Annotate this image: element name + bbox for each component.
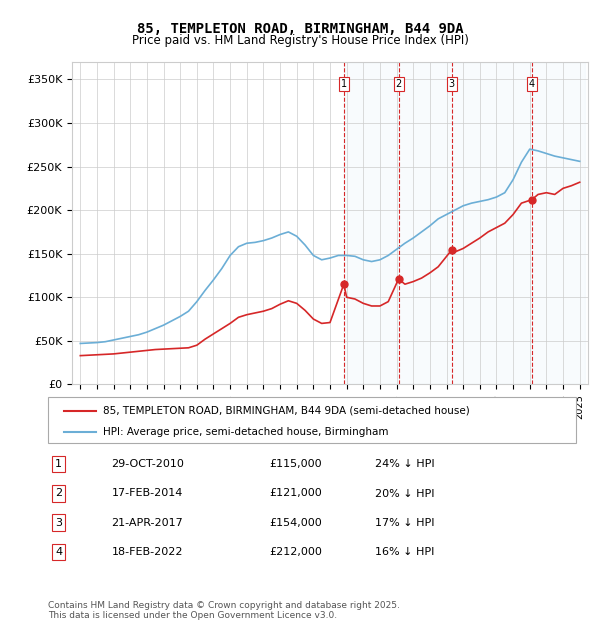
Text: 85, TEMPLETON ROAD, BIRMINGHAM, B44 9DA (semi-detached house): 85, TEMPLETON ROAD, BIRMINGHAM, B44 9DA …	[103, 405, 470, 416]
Text: 3: 3	[55, 518, 62, 528]
Text: Contains HM Land Registry data © Crown copyright and database right 2025.: Contains HM Land Registry data © Crown c…	[48, 601, 400, 611]
Text: 18-FEB-2022: 18-FEB-2022	[112, 547, 183, 557]
Text: 21-APR-2017: 21-APR-2017	[112, 518, 183, 528]
Text: £115,000: £115,000	[270, 459, 322, 469]
Text: Price paid vs. HM Land Registry's House Price Index (HPI): Price paid vs. HM Land Registry's House …	[131, 34, 469, 47]
Text: 85, TEMPLETON ROAD, BIRMINGHAM, B44 9DA: 85, TEMPLETON ROAD, BIRMINGHAM, B44 9DA	[137, 22, 463, 36]
Text: £212,000: £212,000	[270, 547, 323, 557]
Bar	[344, 62, 584, 384]
Text: 4: 4	[55, 547, 62, 557]
Text: 2: 2	[55, 489, 62, 498]
Text: This data is licensed under the Open Government Licence v3.0.: This data is licensed under the Open Gov…	[48, 611, 337, 620]
Text: 3: 3	[448, 79, 455, 89]
Text: 4: 4	[529, 79, 535, 89]
Text: £154,000: £154,000	[270, 518, 323, 528]
Text: 24% ↓ HPI: 24% ↓ HPI	[376, 459, 435, 469]
Text: 16% ↓ HPI: 16% ↓ HPI	[376, 547, 435, 557]
FancyBboxPatch shape	[48, 397, 576, 443]
Text: 20% ↓ HPI: 20% ↓ HPI	[376, 489, 435, 498]
Text: 29-OCT-2010: 29-OCT-2010	[112, 459, 184, 469]
Text: HPI: Average price, semi-detached house, Birmingham: HPI: Average price, semi-detached house,…	[103, 427, 389, 436]
Text: £121,000: £121,000	[270, 489, 323, 498]
Text: 1: 1	[55, 459, 62, 469]
Text: 2: 2	[395, 79, 402, 89]
Text: 17-FEB-2014: 17-FEB-2014	[112, 489, 183, 498]
Text: 17% ↓ HPI: 17% ↓ HPI	[376, 518, 435, 528]
Text: 1: 1	[341, 79, 347, 89]
